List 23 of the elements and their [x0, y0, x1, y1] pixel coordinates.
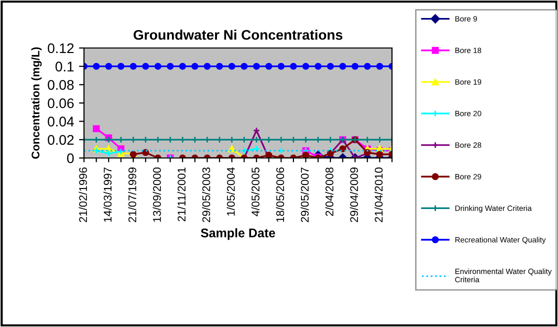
x-tick-label: 4/05/2005	[251, 167, 260, 216]
x-axis-title: Sample Date	[200, 228, 276, 240]
x-tick-label: 21/11/2001	[177, 168, 186, 222]
y-tick-label: 0.02	[48, 135, 74, 145]
x-tick-label: 1/05/2004	[226, 167, 235, 216]
y-tick-label: 0.12	[48, 43, 74, 54]
x-tick-label: 29/04/2009	[350, 168, 358, 222]
x-tick-label: 14/03/1997	[103, 168, 112, 222]
x-tick-label: 21/04/2010	[374, 167, 383, 222]
y-tick-label: 0.06	[48, 98, 74, 108]
chart-title: Groundwater Ni Concentrations	[134, 30, 342, 40]
x-tick-label: 21/07/1999	[128, 168, 136, 222]
y-tick-label: 0.1	[56, 62, 74, 72]
x-tick-label: 21/02/1996	[78, 168, 87, 222]
y-tick-label: 0.04	[48, 116, 74, 127]
x-tick-label: 13/09/2000	[152, 167, 161, 222]
y-tick-label: 0.08	[48, 80, 74, 90]
x-tick-label: 29/05/2003	[202, 168, 210, 222]
x-tick-label: 18/05/2006	[276, 168, 284, 222]
x-tick-label: 29/05/2007	[300, 168, 309, 222]
x-tick-label: 2/04/2008	[325, 168, 334, 216]
y-tick-label: 0	[67, 153, 74, 164]
y-axis-title: Concentration (mg/L)	[31, 47, 42, 159]
